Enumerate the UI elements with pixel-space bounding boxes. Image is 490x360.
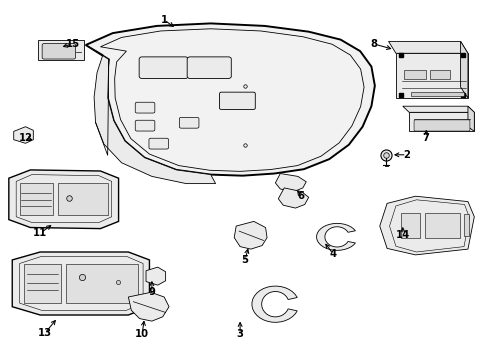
Polygon shape	[409, 112, 474, 131]
Polygon shape	[9, 170, 119, 229]
Polygon shape	[317, 224, 355, 250]
Text: 14: 14	[395, 230, 410, 240]
Polygon shape	[464, 214, 469, 236]
Polygon shape	[380, 196, 474, 255]
Polygon shape	[128, 292, 169, 321]
Polygon shape	[58, 183, 108, 215]
FancyBboxPatch shape	[135, 102, 155, 113]
Text: 1: 1	[161, 15, 168, 25]
Text: 6: 6	[298, 191, 305, 201]
Polygon shape	[252, 286, 297, 322]
Polygon shape	[278, 188, 309, 208]
Polygon shape	[234, 221, 267, 249]
Text: 15: 15	[66, 39, 79, 49]
Polygon shape	[12, 252, 149, 315]
Polygon shape	[411, 92, 464, 96]
FancyBboxPatch shape	[139, 57, 188, 78]
Text: 13: 13	[38, 328, 52, 338]
Text: 8: 8	[370, 39, 377, 49]
Text: 11: 11	[33, 228, 48, 238]
Polygon shape	[401, 213, 420, 238]
Text: 3: 3	[237, 329, 244, 339]
Polygon shape	[461, 41, 468, 98]
Polygon shape	[396, 53, 468, 98]
FancyBboxPatch shape	[414, 120, 470, 131]
FancyBboxPatch shape	[220, 92, 255, 109]
Text: 12: 12	[19, 132, 32, 143]
Text: 10: 10	[135, 329, 149, 339]
FancyBboxPatch shape	[149, 138, 169, 149]
Text: 2: 2	[403, 150, 410, 160]
FancyBboxPatch shape	[179, 117, 199, 128]
Text: 4: 4	[330, 249, 337, 259]
Polygon shape	[38, 40, 84, 60]
Polygon shape	[20, 183, 53, 215]
Polygon shape	[404, 70, 426, 79]
Polygon shape	[275, 174, 306, 192]
Polygon shape	[146, 267, 166, 285]
Polygon shape	[86, 23, 375, 176]
Polygon shape	[425, 213, 460, 238]
Polygon shape	[468, 106, 474, 131]
FancyBboxPatch shape	[187, 57, 231, 78]
Text: 9: 9	[148, 287, 155, 297]
Text: 5: 5	[242, 255, 248, 265]
Text: 7: 7	[423, 132, 430, 143]
Polygon shape	[403, 106, 474, 112]
FancyBboxPatch shape	[42, 44, 75, 59]
Polygon shape	[430, 70, 450, 79]
Polygon shape	[66, 264, 138, 303]
Polygon shape	[14, 127, 33, 143]
Polygon shape	[389, 41, 468, 53]
Polygon shape	[86, 45, 216, 184]
FancyBboxPatch shape	[135, 120, 155, 131]
Polygon shape	[24, 264, 61, 303]
